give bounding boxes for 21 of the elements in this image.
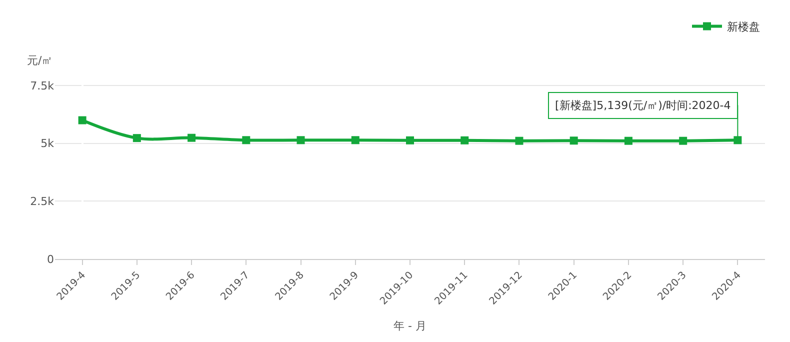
y-tick-label: 5k bbox=[40, 137, 55, 150]
point bbox=[78, 116, 86, 124]
y-tick-label: 2.5k bbox=[30, 195, 55, 208]
legend-label: 新楼盘 bbox=[727, 20, 760, 34]
point bbox=[679, 136, 688, 145]
point bbox=[242, 136, 250, 144]
annotation: [新楼盘]5,139(元/㎡)/时间:2020-4 bbox=[555, 99, 731, 112]
y-tick-label: 7.5k bbox=[30, 79, 55, 92]
point bbox=[188, 134, 196, 142]
y-axis-title: 元/㎡ bbox=[27, 54, 53, 67]
point bbox=[624, 136, 632, 145]
point bbox=[570, 136, 578, 145]
point bbox=[132, 134, 141, 142]
x-axis-title: 年 - 月 bbox=[394, 319, 426, 332]
point bbox=[460, 136, 469, 144]
point bbox=[406, 136, 414, 144]
point bbox=[296, 136, 305, 144]
point bbox=[515, 136, 524, 145]
point bbox=[734, 136, 742, 144]
point bbox=[351, 136, 360, 144]
y-tick-label: 0 bbox=[47, 252, 54, 266]
